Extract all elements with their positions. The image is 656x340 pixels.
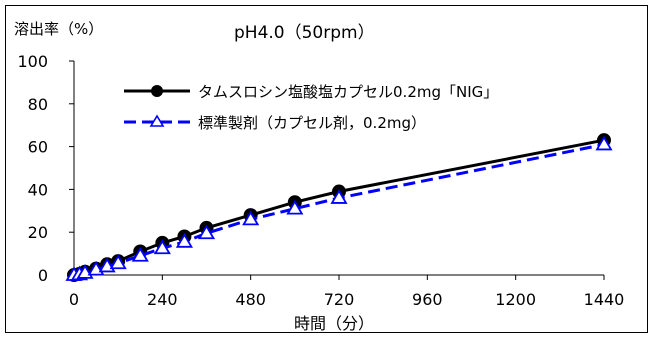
series-2-line [73, 143, 605, 277]
chart-frame [5, 5, 648, 333]
series-2-point [286, 199, 304, 215]
legend-label-2: 標準製剤（カプセル剤，0.2mg） [198, 114, 426, 132]
legend-marker-2 [149, 114, 165, 127]
x-axis-title: 時間（分） [294, 314, 375, 333]
chart-title: pH4.0（50rpm） [234, 23, 375, 43]
x-tick-label: 480 [235, 290, 266, 309]
legend-marker-1 [151, 85, 163, 97]
series-2-point [242, 210, 260, 226]
y-tick-label: 80 [28, 95, 48, 114]
series-2-point [175, 233, 193, 248]
x-tick-label: 1200 [495, 290, 536, 309]
x-tick-label: 0 [69, 290, 79, 309]
y-tick-label: 60 [28, 138, 48, 157]
series-2-point [595, 135, 613, 151]
series-1-line [73, 138, 605, 277]
x-tick-label: 960 [412, 290, 443, 309]
series-2-point [197, 224, 216, 240]
y-tick-label: 40 [28, 180, 48, 199]
series-2-point [131, 246, 149, 262]
y-tick-label: 0 [38, 266, 48, 285]
y-tick-label: 100 [17, 52, 48, 71]
x-tick-label: 240 [147, 290, 178, 309]
series-2-point [153, 239, 171, 255]
y-tick-label: 20 [28, 223, 48, 242]
y-axis-title: 溶出率（%） [14, 20, 104, 38]
series-2-point [109, 254, 127, 270]
x-tick-label: 720 [324, 290, 355, 309]
legend-label-1: タムスロシン塩酸塩カプセル0.2mg「NIG」 [198, 83, 498, 101]
series-2-point [330, 189, 348, 204]
x-tick-label: 1440 [584, 290, 625, 309]
